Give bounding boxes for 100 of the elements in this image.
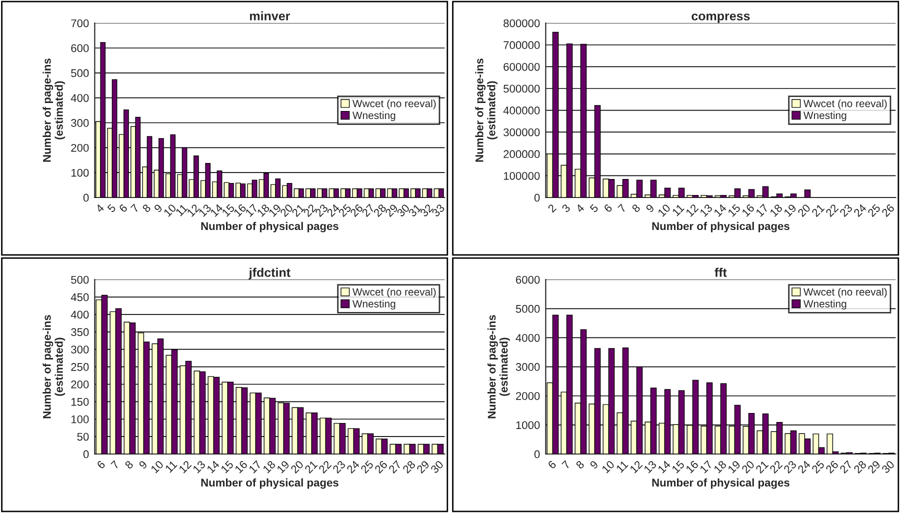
- x-tick-label: 32: [420, 204, 434, 218]
- x-tick-label: 17: [248, 460, 262, 474]
- legend-label: Wwcet (no reeval): [352, 100, 436, 110]
- x-tick-label: 26: [881, 204, 895, 218]
- y-tick-label: 0: [534, 194, 540, 202]
- x-tick-label: 7: [130, 204, 140, 213]
- x-tick-label: 23: [314, 204, 328, 218]
- x-tick-label: 6: [547, 460, 557, 470]
- x-tick-label: 12: [629, 460, 643, 474]
- x-tick-label: 22: [769, 460, 783, 474]
- x-tick-label: 19: [727, 460, 741, 474]
- x-tick-label: 27: [388, 460, 402, 474]
- x-tick-label: 9: [154, 204, 163, 213]
- x-tick-label: 21: [755, 460, 769, 474]
- x-tick-label: 11: [616, 460, 628, 473]
- x-tick-label: 30: [396, 204, 410, 218]
- y-tick-label: 100: [71, 168, 89, 177]
- x-tick-label: 4: [575, 204, 585, 213]
- x-tick-label: 6: [118, 204, 128, 213]
- x-tick-label: 4: [95, 204, 105, 213]
- y-tick-label: 400000: [503, 106, 540, 114]
- x-tick-label: 16: [685, 460, 699, 474]
- x-tick-label: 27: [839, 460, 853, 474]
- x-tick-label: 15: [728, 204, 741, 217]
- x-tick-label: 16: [234, 460, 248, 474]
- y-tick-label: 200: [71, 144, 89, 152]
- x-tick-label: 12: [186, 204, 200, 217]
- legend-label: Wnesting: [352, 111, 396, 122]
- x-tick-label: 24: [326, 203, 340, 218]
- x-axis-title: Number of physical pages: [652, 222, 790, 232]
- x-tick-label: 7: [618, 204, 627, 213]
- x-tick-label: 22: [303, 204, 317, 218]
- x-tick-label: 6: [96, 460, 106, 470]
- x-tick-label: 24: [346, 460, 360, 474]
- y-tick-label: 0: [534, 450, 540, 458]
- legend-label: Wnesting: [803, 111, 846, 122]
- x-tick-label: 21: [304, 460, 318, 474]
- x-tick-label: 18: [713, 460, 727, 474]
- x-tick-label: 15: [672, 460, 685, 474]
- x-tick-label: 30: [881, 460, 895, 474]
- x-tick-label: 21: [811, 204, 825, 218]
- legend-label: Wnesting: [352, 300, 396, 310]
- y-tick-label: 600: [71, 44, 89, 52]
- x-tick-label: 17: [245, 204, 258, 217]
- x-tick-label: 23: [332, 460, 346, 474]
- x-tick-label: 10: [150, 460, 164, 474]
- y-tick-label: 200000: [504, 150, 540, 158]
- y-tick-label: 400: [70, 94, 89, 102]
- x-tick-label: 13: [643, 460, 657, 474]
- x-tick-label: 19: [783, 204, 797, 217]
- chart-title: jfdctint: [248, 268, 290, 280]
- y-tick-label: 400: [70, 310, 89, 319]
- x-tick-label: 9: [138, 460, 148, 470]
- x-tick-label: 8: [124, 460, 134, 470]
- x-tick-label: 22: [318, 460, 332, 474]
- x-tick-label: 23: [783, 460, 797, 474]
- x-tick-label: 14: [206, 460, 220, 474]
- y-tick-label: 100000: [504, 172, 540, 180]
- x-tick-label: 11: [175, 204, 188, 216]
- y-tick-label: 100: [71, 415, 89, 424]
- x-tick-label: 10: [601, 460, 615, 474]
- x-tick-label: 8: [631, 204, 641, 213]
- y-tick-label: 300000: [504, 128, 540, 136]
- x-tick-label: 10: [657, 204, 671, 217]
- y-tick-label: 3000: [516, 363, 540, 371]
- x-tick-label: 16: [741, 204, 755, 217]
- y-axis-title: Number of page-ins (estimated): [475, 58, 498, 162]
- x-tick-label: 19: [268, 204, 282, 217]
- x-tick-label: 16: [233, 204, 247, 217]
- x-tick-label: 14: [658, 460, 671, 474]
- y-tick-label: 2000: [516, 392, 540, 400]
- x-tick-label: 8: [575, 460, 585, 470]
- y-tick-label: 0: [83, 194, 89, 202]
- x-tick-label: 20: [741, 460, 755, 474]
- x-tick-label: 15: [220, 460, 234, 474]
- y-tick-label: 600000: [504, 62, 540, 71]
- x-tick-label: 24: [797, 460, 811, 474]
- y-axis-title: Number of page-ins (estimated): [42, 58, 66, 162]
- x-tick-label: 25: [360, 460, 374, 474]
- x-tick-label: 14: [714, 204, 727, 217]
- x-tick-label: 31: [408, 204, 422, 218]
- x-tick-label: 21: [291, 204, 305, 218]
- legend-label: Wnesting: [803, 300, 846, 310]
- x-tick-label: 29: [384, 204, 398, 218]
- x-tick-label: 14: [210, 204, 224, 217]
- x-tick-label: 11: [164, 460, 178, 473]
- y-tick-label: 500: [71, 69, 89, 78]
- x-tick-label: 18: [262, 460, 276, 474]
- y-tick-label: 450: [70, 293, 89, 302]
- legend-label: Wwcet (no reeval): [803, 288, 887, 298]
- y-tick-label: 300: [71, 346, 89, 354]
- legend-label: Wwcet (no reeval): [803, 100, 887, 110]
- y-tick-label: 500: [71, 276, 89, 284]
- x-tick-label: 25: [338, 204, 352, 218]
- x-tick-label: 23: [839, 204, 853, 218]
- x-tick-label: 26: [350, 204, 364, 218]
- x-tick-label: 18: [769, 204, 783, 217]
- x-tick-label: 7: [562, 460, 571, 470]
- x-tick-label: 20: [797, 204, 811, 218]
- x-tick-label: 30: [430, 460, 444, 474]
